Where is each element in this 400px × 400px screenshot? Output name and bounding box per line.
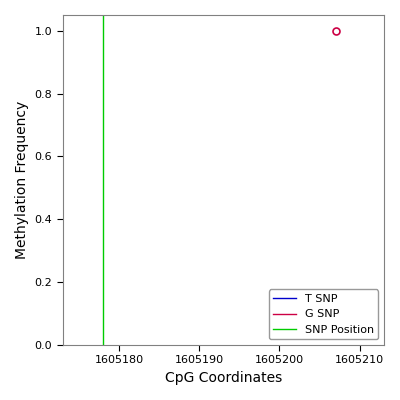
Y-axis label: Methylation Frequency: Methylation Frequency [15, 101, 29, 259]
Legend: T SNP, G SNP, SNP Position: T SNP, G SNP, SNP Position [269, 290, 378, 340]
X-axis label: CpG Coordinates: CpG Coordinates [164, 371, 282, 385]
